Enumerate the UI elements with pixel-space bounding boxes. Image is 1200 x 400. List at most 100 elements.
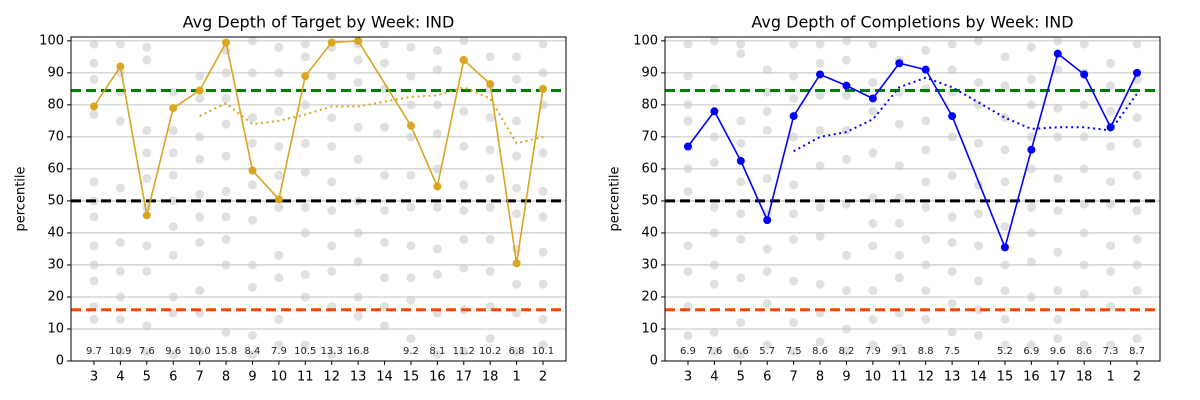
x-tick-label: 1 <box>1106 370 1114 385</box>
background-point <box>1079 39 1089 49</box>
background-point <box>221 260 231 270</box>
background-point <box>353 311 363 321</box>
background-point <box>247 330 257 340</box>
background-point <box>406 170 416 180</box>
background-point <box>815 337 825 347</box>
background-point <box>353 55 363 65</box>
background-point <box>974 241 984 251</box>
background-point <box>327 113 337 123</box>
background-point <box>538 68 548 78</box>
background-point <box>89 177 99 187</box>
x-tick-label: 6 <box>169 370 177 385</box>
series-marker <box>1027 145 1036 154</box>
background-point <box>1053 286 1063 296</box>
background-point <box>221 327 231 337</box>
background-point <box>1026 202 1036 212</box>
background-point <box>115 39 125 49</box>
background-point <box>432 45 442 55</box>
background-point <box>841 55 851 65</box>
background-point <box>1000 52 1010 62</box>
background-point <box>380 321 390 331</box>
background-point <box>974 276 984 286</box>
background-point <box>1106 340 1116 350</box>
x-tick-label: 8 <box>816 370 824 385</box>
background-point <box>1000 113 1010 123</box>
background-point <box>1000 314 1010 324</box>
depth-label: 16.8 <box>347 346 369 357</box>
series-marker <box>406 121 415 130</box>
background-point <box>868 148 878 158</box>
x-tick-label: 3 <box>90 370 98 385</box>
background-point <box>709 327 719 337</box>
background-point <box>762 266 772 276</box>
background-point <box>868 218 878 228</box>
y-tick-label: 40 <box>641 225 658 240</box>
series-marker <box>921 65 930 74</box>
background-point <box>406 202 416 212</box>
y-tick-label: 0 <box>650 354 658 369</box>
background-point <box>353 122 363 132</box>
series-marker <box>868 94 877 103</box>
y-tick-label: 70 <box>641 129 658 144</box>
background-point <box>1053 334 1063 344</box>
x-tick-label: 6 <box>763 370 771 385</box>
background-point <box>1132 286 1142 296</box>
background-point <box>89 39 99 49</box>
background-point <box>868 241 878 251</box>
background-point <box>512 183 522 193</box>
background-point <box>736 39 746 49</box>
background-point <box>815 58 825 68</box>
y-tick-label: 90 <box>47 65 64 80</box>
background-point <box>142 321 152 331</box>
background-point <box>538 212 548 222</box>
background-point <box>1000 222 1010 232</box>
background-point <box>1106 266 1116 276</box>
background-point <box>327 141 337 151</box>
depth-label: 7.9 <box>271 346 287 357</box>
depth-label: 6.6 <box>733 346 749 357</box>
background-point <box>459 106 469 116</box>
series-marker <box>222 38 231 47</box>
series-marker <box>248 166 257 175</box>
background-point <box>406 132 416 142</box>
background-point <box>274 340 284 350</box>
background-point <box>841 346 851 356</box>
background-point <box>485 266 495 276</box>
background-point <box>947 327 957 337</box>
background-point <box>683 241 693 251</box>
depth-label: 8.6 <box>1076 346 1092 357</box>
background-point <box>789 318 799 328</box>
series-marker <box>116 62 125 71</box>
series-marker <box>539 84 548 93</box>
background-point <box>1000 286 1010 296</box>
y-tick-label: 50 <box>47 193 64 208</box>
background-point <box>921 202 931 212</box>
background-point <box>1132 206 1142 216</box>
y-tick-label: 80 <box>47 97 64 112</box>
background-point <box>459 263 469 273</box>
background-point <box>1026 42 1036 52</box>
background-point <box>1132 234 1142 244</box>
background-point <box>894 343 904 353</box>
background-point <box>168 148 178 158</box>
x-tick-label: 13 <box>944 370 961 385</box>
depth-label: 7.5 <box>786 346 802 357</box>
background-point <box>947 298 957 308</box>
series-line <box>93 40 544 264</box>
background-point <box>1026 100 1036 110</box>
background-point <box>300 52 310 62</box>
background-point <box>353 228 363 238</box>
series-marker <box>301 72 310 81</box>
background-point <box>195 238 205 248</box>
y-axis-label: percentile <box>14 166 29 231</box>
background-point <box>168 250 178 260</box>
depth-label: 6.9 <box>680 346 696 357</box>
background-point <box>762 106 772 116</box>
background-point <box>868 314 878 324</box>
series-line <box>687 52 1138 250</box>
background-point <box>327 206 337 216</box>
background-point <box>538 247 548 257</box>
background-point <box>789 93 799 103</box>
background-point <box>380 170 390 180</box>
series-marker <box>736 156 745 165</box>
